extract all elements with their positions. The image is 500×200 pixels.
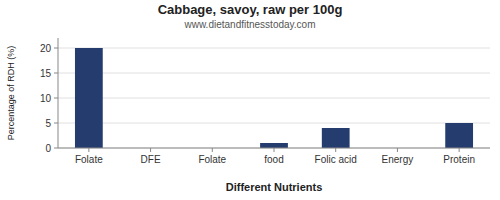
grid — [58, 48, 490, 148]
grid-line — [58, 98, 490, 99]
x-tick — [212, 148, 213, 152]
title: Cabbage, savoy, raw per 100g — [158, 2, 343, 17]
y-tick — [54, 48, 58, 49]
y-tick-label: 20 — [40, 43, 52, 54]
x-tick-label: Protein — [443, 154, 475, 165]
bar — [322, 128, 350, 148]
x-tick — [397, 148, 398, 152]
x-tick-label: Folate — [198, 154, 226, 165]
bars — [75, 48, 473, 148]
subtitle: www.dietandfitnesstoday.com — [184, 19, 316, 30]
x-ticks: Folate DFE Folate food Folic acid Energy Prote… — [75, 148, 475, 165]
grid-line — [58, 73, 490, 74]
y-tick-label: 10 — [40, 93, 52, 104]
y-ticks: 0 5 10 15 20 — [40, 43, 58, 154]
bar — [445, 123, 473, 148]
x-tick-label: DFE — [141, 154, 161, 165]
y-tick — [54, 123, 58, 124]
y-tick-label: 0 — [45, 143, 51, 154]
y-axis-label: Percentage of RDH (%) — [6, 46, 16, 141]
y-tick — [54, 98, 58, 99]
grid-line — [58, 123, 490, 124]
grid-line — [58, 48, 490, 49]
x-tick-label: Folic acid — [315, 154, 357, 165]
chart: 0 5 10 15 20 Folate DFE Folate food Folic acid Ene… — [0, 0, 500, 200]
x-tick-label: food — [264, 154, 283, 165]
x-tick — [274, 148, 275, 152]
x-tick-label: Folate — [75, 154, 103, 165]
y-tick-label: 5 — [45, 118, 51, 129]
y-tick — [54, 73, 58, 74]
x-tick — [88, 148, 89, 152]
y-tick — [54, 148, 58, 149]
x-tick — [459, 148, 460, 152]
bar — [260, 143, 288, 148]
x-axis-label: Different Nutrients — [226, 181, 323, 193]
x-tick-label: Energy — [382, 154, 414, 165]
x-tick — [150, 148, 151, 152]
axes — [58, 38, 490, 148]
x-tick — [335, 148, 336, 152]
y-axis-line — [58, 38, 59, 148]
y-tick-label: 15 — [40, 68, 52, 79]
bar — [75, 48, 103, 148]
